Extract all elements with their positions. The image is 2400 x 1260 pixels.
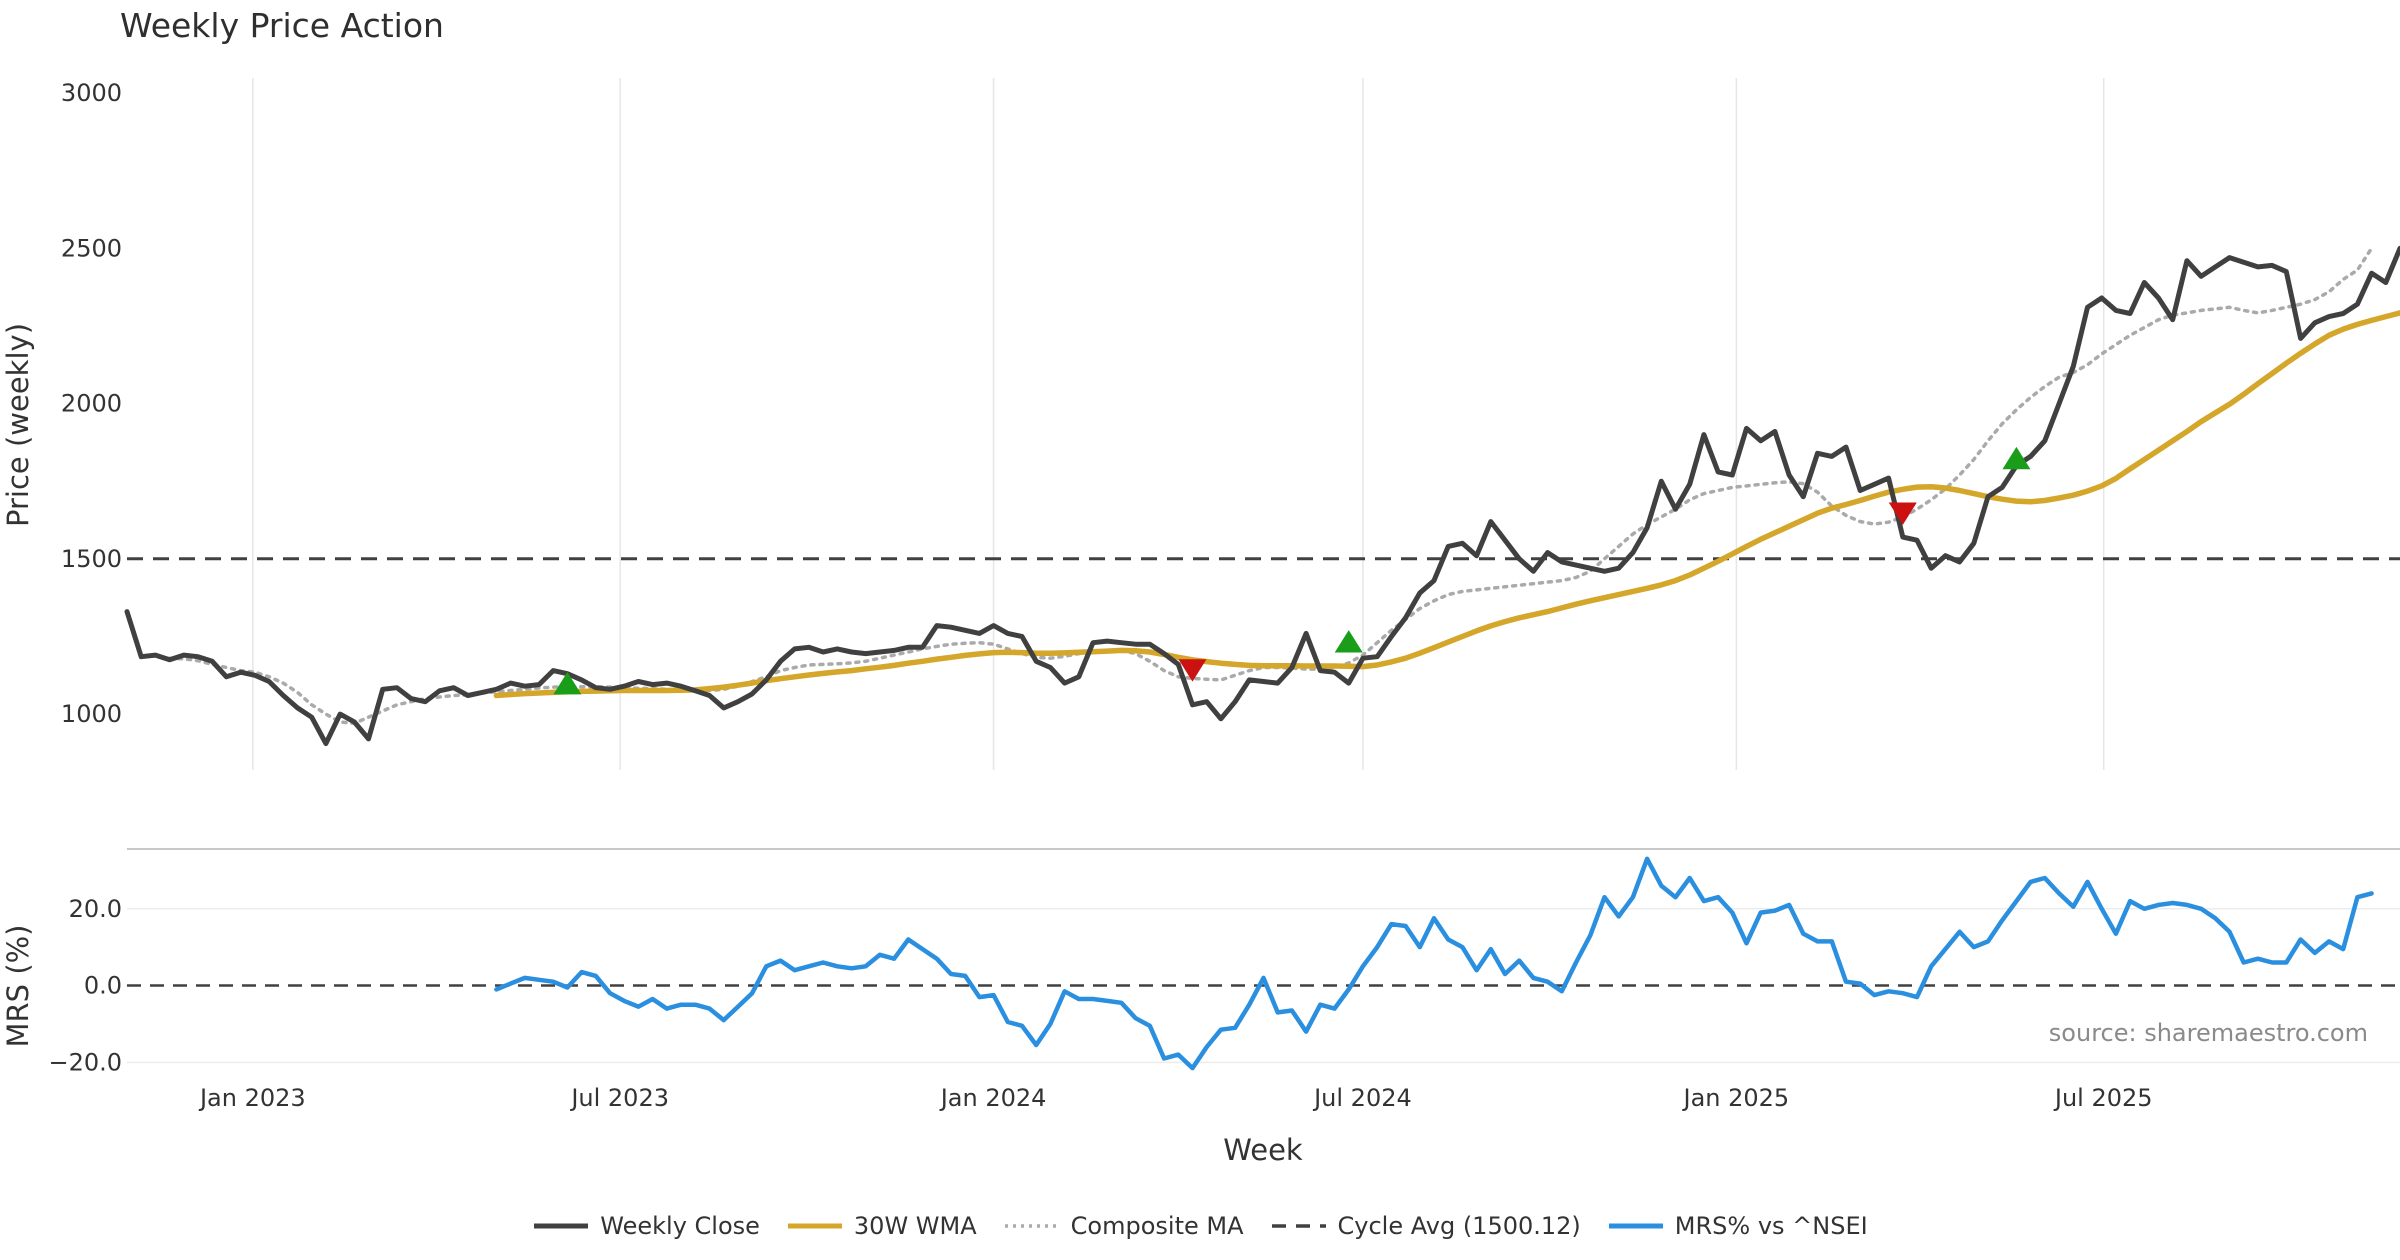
legend-item: Cycle Avg (1500.12) <box>1270 1212 1581 1240</box>
x-tick-label: Jul 2025 <box>2053 1084 2153 1112</box>
y-tick-label: 1500 <box>61 545 122 573</box>
buy-marker <box>553 672 582 695</box>
legend-item: Weekly Close <box>532 1212 760 1240</box>
x-tick-label: Jul 2024 <box>1312 1084 1412 1112</box>
sell-marker <box>1888 502 1917 525</box>
legend-swatch <box>1608 1223 1663 1229</box>
main-plot <box>124 245 2400 747</box>
sell-marker <box>1178 659 1207 682</box>
sub-ylabel: MRS (%) <box>1 925 35 1048</box>
x-tick-label: Jan 2023 <box>198 1084 306 1112</box>
x-tick-label: Jan 2025 <box>1682 1084 1790 1112</box>
legend-swatch <box>787 1223 842 1229</box>
y-tick-label: 2500 <box>61 234 122 262</box>
legend-item: 30W WMA <box>786 1212 977 1240</box>
legend-label: Cycle Avg (1500.12) <box>1337 1212 1581 1240</box>
x-tick-label: Jul 2023 <box>569 1084 669 1112</box>
legend: Weekly Close 30W WMA Composite MA Cycle Avg… <box>0 1212 2400 1240</box>
y-tick-label: 3000 <box>61 79 122 107</box>
legend-item: MRS% vs ^NSEI <box>1607 1212 1868 1240</box>
legend-swatch <box>1004 1224 1059 1228</box>
composite-ma-line <box>167 246 2374 726</box>
axes-text: Jan 2023 Jul 2023 Jan 2024 Jul 2024 Jan 2025… <box>48 79 2152 1112</box>
wma-30w-line <box>493 310 2400 699</box>
x-axis-label: Week <box>1223 1133 1303 1167</box>
legend-label: Weekly Close <box>600 1212 760 1240</box>
x-tick-label: Jan 2024 <box>939 1084 1047 1112</box>
buy-marker <box>2002 446 2031 470</box>
weekly-close-line <box>124 245 2400 747</box>
buy-marker <box>1334 630 1363 653</box>
chart-title: Weekly Price Action <box>120 6 444 45</box>
mrs-line <box>494 856 2374 1071</box>
legend-swatch <box>1271 1224 1326 1228</box>
legend-item: Composite MA <box>1003 1212 1244 1240</box>
sub-y-tick-label: 20.0 <box>69 895 122 923</box>
main-ylabel: Price (weekly) <box>1 323 35 527</box>
legend-label: 30W WMA <box>853 1212 977 1240</box>
y-tick-label: 2000 <box>61 390 122 418</box>
legend-swatch <box>534 1223 589 1229</box>
sub-y-tick-label: 0.0 <box>84 972 122 1000</box>
y-tick-label: 1000 <box>61 700 122 728</box>
sub-plot <box>127 856 2400 1071</box>
legend-label: MRS% vs ^NSEI <box>1674 1212 1868 1240</box>
source-label: source: sharemaestro.com <box>2048 1019 2368 1047</box>
sub-y-tick-label: −20.0 <box>48 1048 122 1076</box>
main-grid <box>252 78 2105 770</box>
legend-label: Composite MA <box>1070 1212 1244 1240</box>
sub-grid <box>127 908 2400 1064</box>
